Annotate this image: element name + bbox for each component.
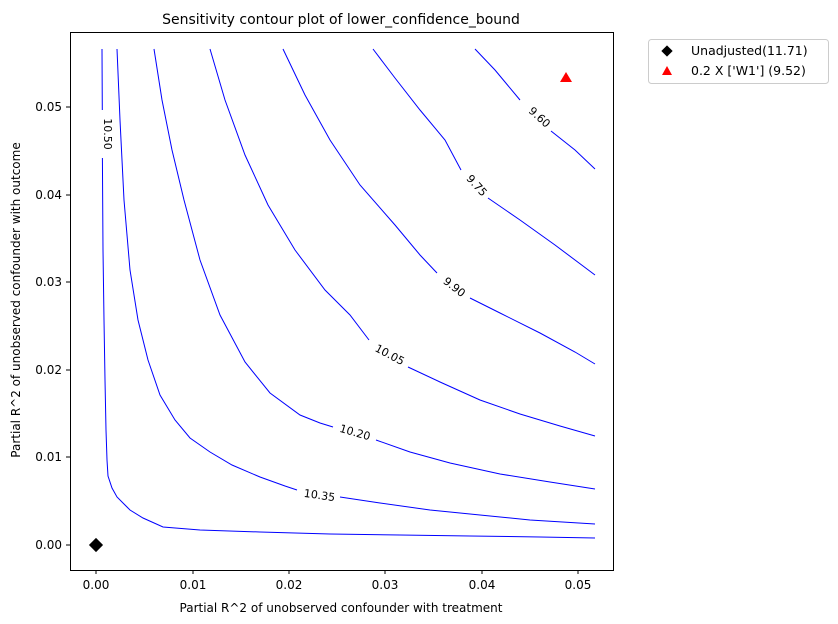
legend-label-benchmark: 0.2 X ['W1'] (9.52) [691,63,806,78]
diamond-icon [661,45,673,57]
legend-label-unadjusted: Unadjusted(11.71) [691,43,808,58]
chart-title: Sensitivity contour plot of lower_confid… [162,12,520,28]
x-tick-label: 0.00 [83,578,110,592]
y-tick-label: 0.00 [35,538,62,552]
y-tick-label: 0.02 [35,363,62,377]
x-tick-label: 0.02 [276,578,303,592]
contour-label-10-35: 10.35 [303,487,336,504]
benchmark-marker [560,72,572,82]
y-tick-label: 0.01 [35,450,62,464]
legend-box [648,39,829,84]
contour-10-35 [116,48,596,525]
plot-area [70,32,614,571]
contour-9-90 [282,48,596,365]
triangle-icon [662,66,672,75]
contour-10-05 [209,48,596,437]
contour-9-60 [474,48,596,170]
x-tick-label: 0.01 [180,578,207,592]
y-axis: 0.00 0.01 0.02 0.03 0.04 0.05 Partial R^… [9,100,70,552]
x-axis-label: Partial R^2 of unobserved confounder wit… [180,601,503,615]
y-tick-label: 0.03 [35,275,62,289]
contour-lines [101,48,596,539]
unadjusted-marker [88,537,104,553]
contour-10-20 [153,48,596,490]
x-tick-label: 0.04 [469,578,496,592]
legend: Unadjusted(11.71) 0.2 X ['W1'] (9.52) [648,39,829,84]
contour-9-75 [372,48,596,276]
contour-label-10-50: 10.50 [101,118,114,150]
y-axis-label: Partial R^2 of unobserved confounder wit… [9,142,23,457]
x-tick-label: 0.05 [565,578,592,592]
y-tick-label: 0.05 [35,100,62,114]
x-axis: 0.00 0.01 0.02 0.03 0.04 0.05 Partial R^… [83,570,592,615]
y-tick-label: 0.04 [35,188,62,202]
contour-10-50 [101,48,596,539]
x-tick-label: 0.03 [372,578,399,592]
